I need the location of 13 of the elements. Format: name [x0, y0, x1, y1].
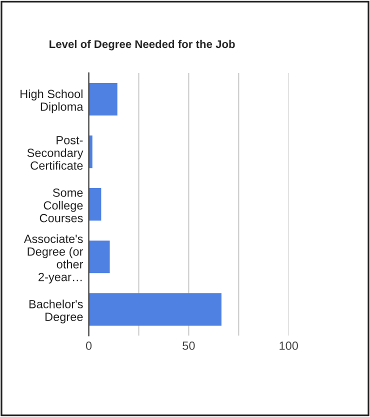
x-tick-label: 50 — [182, 342, 195, 350]
bar — [88, 240, 110, 274]
bar — [88, 188, 102, 221]
x-tick-label: 0 — [86, 342, 92, 350]
y-tick-label: Associate's Degree (or other 2-year… — [24, 234, 84, 284]
bar — [88, 293, 222, 326]
y-tick-label: Some College Courses — [40, 188, 83, 222]
y-tick-label: Post-Secondary Certificate — [27, 136, 84, 170]
bar — [88, 82, 118, 116]
chart-title: Level of Degree Needed for the Job — [50, 40, 235, 50]
y-tick-label: Bachelor's Degree — [29, 300, 83, 324]
y-tick-label: High School Diploma — [20, 89, 84, 114]
x-tick-label: 100 — [280, 342, 298, 350]
